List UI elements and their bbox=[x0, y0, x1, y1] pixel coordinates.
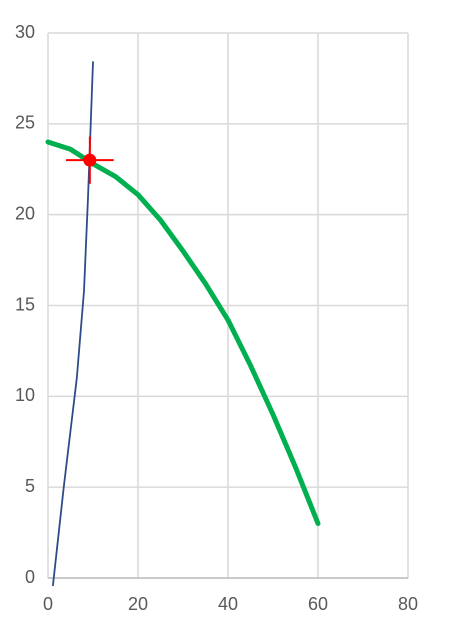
x-tick-label: 40 bbox=[218, 594, 238, 614]
point bbox=[83, 153, 97, 167]
y-tick-label: 15 bbox=[15, 294, 35, 314]
x-tick-label: 80 bbox=[398, 594, 418, 614]
y-tick-label: 10 bbox=[15, 385, 35, 405]
series-line bbox=[52, 61, 94, 587]
x-tick-label: 60 bbox=[308, 594, 328, 614]
y-tick-label: 5 bbox=[25, 476, 35, 496]
y-tick-label: 25 bbox=[15, 113, 35, 133]
x-tick-label: 0 bbox=[43, 594, 53, 614]
y-tick-label: 20 bbox=[15, 203, 35, 223]
x-tick-label: 20 bbox=[128, 594, 148, 614]
y-tick-label: 0 bbox=[25, 567, 35, 587]
y-tick-label: 30 bbox=[15, 22, 35, 42]
